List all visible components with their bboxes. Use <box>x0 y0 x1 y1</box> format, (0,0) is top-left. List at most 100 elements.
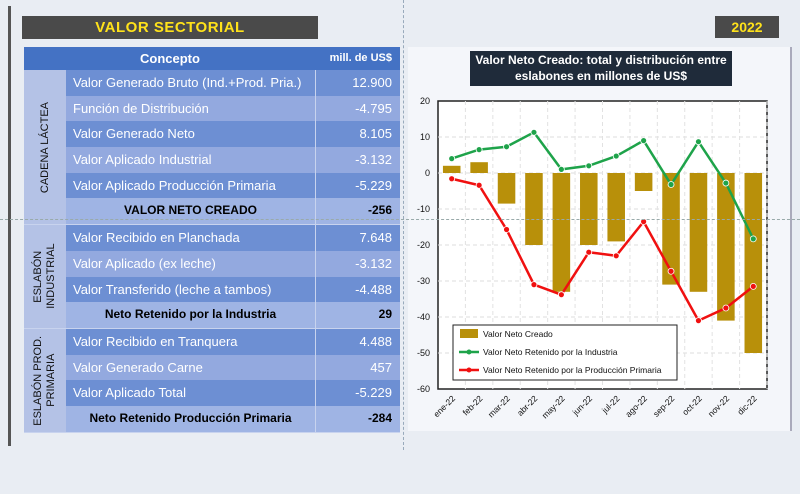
table-group: ESLABÓN PROD. PRIMARIA Valor Recibido en … <box>24 328 400 433</box>
row-value: 8.105 <box>359 126 392 142</box>
row-concept: Valor Generado Bruto (Ind.+Prod. Pria.) <box>66 70 316 96</box>
row-concept: Valor Generado Neto <box>66 121 316 148</box>
sector-value-table: Concepto mill. de US$ CADENA LÁCTEA Valor… <box>24 47 400 433</box>
chart-title-line-2: eslabones en millones de US$ <box>514 69 688 83</box>
row-concept: Neto Retenido Producción Primaria <box>66 405 316 432</box>
row-value: -4.795 <box>355 100 392 116</box>
bar-valor-neto-creado <box>552 173 571 292</box>
table-row: Valor Transferido (leche a tambos) -4.488 <box>66 276 400 303</box>
point-industria <box>722 179 730 187</box>
table-group: ESLABÓN INDUSTRIAL Valor Recibido en Plan… <box>24 225 400 329</box>
x-tick-label: mar-22 <box>486 393 512 419</box>
row-concept: Valor Aplicado Industrial <box>66 147 316 173</box>
row-value: -5.229 <box>355 177 392 193</box>
table-row: Valor Aplicado Producción Primaria -5.229 <box>66 172 400 199</box>
y-tick-label: -50 <box>417 348 430 358</box>
guide-line-vertical <box>403 0 404 450</box>
row-concept: Valor Aplicado Total <box>66 380 316 406</box>
point-produccion-primaria <box>695 317 702 325</box>
row-concept: Valor Aplicado Producción Primaria <box>66 172 316 199</box>
legend-label: Valor Neto Retenido por la Producción Pr… <box>483 365 662 375</box>
bar-valor-neto-creado <box>717 173 735 321</box>
row-value: 29 <box>378 307 392 322</box>
group-label: ESLABÓN PROD. PRIMARIA <box>24 328 66 432</box>
row-value: 7.648 <box>359 230 392 246</box>
y-tick-label: 0 <box>425 168 430 178</box>
row-value: -5.229 <box>355 385 392 401</box>
y-tick-label: 10 <box>420 132 430 142</box>
table-row: Valor Generado Neto 8.105 <box>66 121 400 148</box>
point-industria <box>667 181 675 188</box>
x-tick-label: jun-22 <box>570 393 595 418</box>
bar-valor-neto-creado <box>525 173 543 245</box>
point-industria <box>557 165 565 173</box>
row-concept: VALOR NETO CREADO <box>66 198 316 225</box>
y-tick-label: 20 <box>420 96 430 106</box>
line-produccion-primaria <box>451 177 755 323</box>
point-produccion-primaria <box>612 252 620 260</box>
x-tick-label: abr-22 <box>515 393 540 418</box>
point-industria <box>448 155 456 163</box>
point-industria <box>640 137 648 145</box>
table-row: Valor Aplicado Industrial -3.132 <box>66 147 400 173</box>
point-produccion-primaria <box>667 267 675 275</box>
row-concept: Función de Distribución <box>66 95 316 122</box>
chart-legend <box>452 324 678 381</box>
bar-valor-neto-creado <box>470 162 488 173</box>
table-row: Valor Recibido en Tranquera 4.488 <box>66 328 400 355</box>
bar-valor-neto-creado <box>662 173 680 285</box>
col-concept-header: Concepto <box>140 51 200 66</box>
point-produccion-primaria <box>448 175 456 183</box>
point-industria <box>475 146 483 154</box>
legend-swatch-marker <box>466 367 472 373</box>
bar-valor-neto-creado <box>442 165 461 173</box>
row-value: -256 <box>367 203 392 218</box>
row-value: -284 <box>367 410 392 425</box>
x-tick-label: sep-22 <box>651 393 677 419</box>
y-tick-label: -60 <box>417 384 430 394</box>
legend-swatch-marker <box>466 349 472 355</box>
table-row: Función de Distribución -4.795 <box>66 95 400 122</box>
point-produccion-primaria <box>722 304 730 312</box>
table-row: Valor Generado Carne 457 <box>66 354 400 381</box>
bar-valor-neto-creado <box>497 173 516 204</box>
group-label: CADENA LÁCTEA <box>24 70 66 225</box>
group-label: ESLABÓN INDUSTRIAL <box>24 225 66 328</box>
row-value: -3.132 <box>355 255 392 271</box>
point-industria <box>585 162 593 170</box>
point-produccion-primaria <box>557 291 565 299</box>
point-industria <box>695 138 702 146</box>
point-industria <box>530 128 538 136</box>
table-row: Valor Aplicado Total -5.229 <box>66 380 400 406</box>
table-row: Valor Generado Bruto (Ind.+Prod. Pria.) 1… <box>66 70 400 96</box>
row-value: 4.488 <box>359 333 392 349</box>
row-concept: Valor Recibido en Planchada <box>66 225 316 251</box>
x-tick-label: oct-22 <box>680 393 704 417</box>
point-industria <box>612 152 620 160</box>
line-industria <box>451 130 755 240</box>
legend-swatch-bar <box>460 329 478 338</box>
row-concept: Valor Transferido (leche a tambos) <box>66 276 316 303</box>
row-concept: Valor Recibido en Tranquera <box>66 328 316 355</box>
bar-valor-neto-creado <box>634 173 653 191</box>
row-value: -3.132 <box>355 152 392 168</box>
y-tick-label: -20 <box>417 240 430 250</box>
x-tick-label: jul-22 <box>599 393 622 416</box>
row-value: 457 <box>370 359 392 375</box>
x-tick-label: feb-22 <box>460 393 484 417</box>
point-produccion-primaria <box>530 281 538 289</box>
point-industria <box>749 235 757 243</box>
x-tick-label: ene-22 <box>431 393 457 419</box>
window-border <box>8 6 11 446</box>
table-total-row: Neto Retenido por la Industria 29 <box>66 302 400 328</box>
chart-title: Valor Neto Creado: total y distribución … <box>470 51 732 86</box>
bar-valor-neto-creado <box>744 173 763 353</box>
row-value: -4.488 <box>355 281 392 297</box>
x-tick-label: dic-22 <box>735 393 759 417</box>
year-badge: 2022 <box>715 16 779 38</box>
bar-valor-neto-creado <box>689 173 708 292</box>
x-tick-label: may-22 <box>540 393 567 420</box>
table-total-row: Neto Retenido Producción Primaria -284 <box>66 405 400 432</box>
chart-title-line-1: Valor Neto Creado: total y distribución … <box>475 53 727 67</box>
